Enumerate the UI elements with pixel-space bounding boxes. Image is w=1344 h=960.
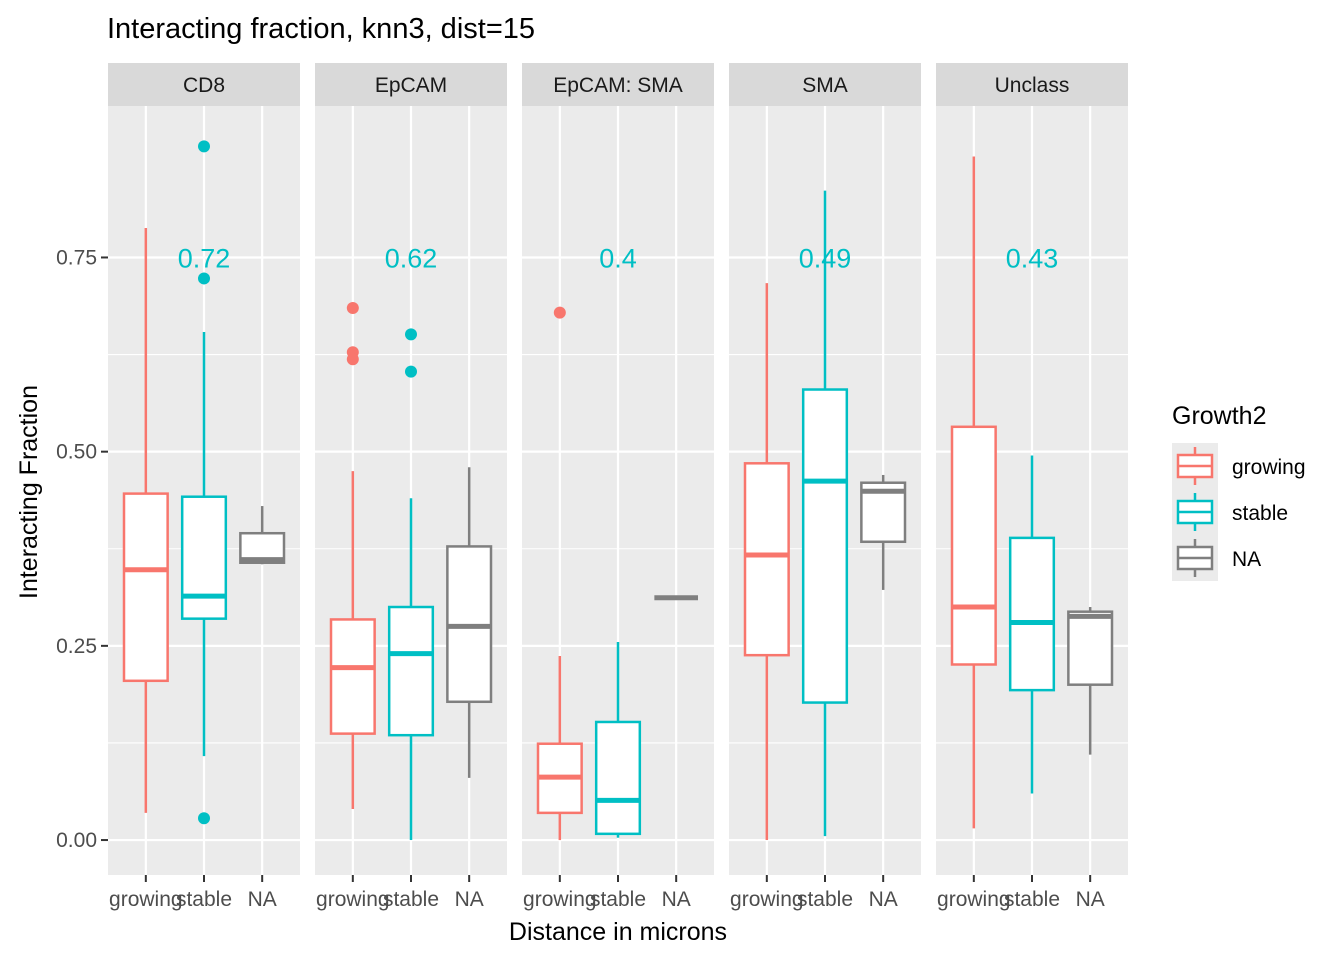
x-tick-label: stable bbox=[1004, 888, 1060, 911]
boxplot-stable bbox=[180, 140, 228, 825]
boxplot-stable bbox=[1008, 455, 1056, 794]
p-value-annotation: 0.62 bbox=[385, 243, 438, 273]
p-value-annotation: 0.72 bbox=[178, 243, 231, 273]
box-iqr bbox=[180, 495, 228, 620]
y-axis-label: Interacting Fraction bbox=[15, 385, 43, 599]
box-iqr bbox=[122, 492, 169, 683]
x-tick-label: stable bbox=[383, 888, 439, 911]
boxplot-growing bbox=[743, 283, 790, 841]
x-tick-label: growing bbox=[109, 888, 183, 911]
x-tick-label: NA bbox=[869, 888, 898, 911]
boxplot-stable bbox=[594, 641, 642, 838]
y-tick-label: 0.50 bbox=[56, 441, 97, 464]
boxplot-stable bbox=[387, 328, 435, 841]
outlier-point bbox=[198, 272, 210, 285]
outlier-point bbox=[346, 353, 359, 366]
legend-item-growing: growing bbox=[1172, 443, 1306, 489]
legend: Growth2 growing stable NA bbox=[1172, 402, 1306, 581]
box-iqr bbox=[329, 618, 376, 735]
x-tick-label: NA bbox=[662, 888, 691, 911]
box-iqr bbox=[594, 720, 642, 836]
p-value-annotation: 0.49 bbox=[799, 243, 852, 273]
x-tick-label: stable bbox=[590, 888, 646, 911]
facet-strip-label: Unclass bbox=[995, 74, 1070, 97]
legend-title: Growth2 bbox=[1172, 402, 1266, 430]
boxplot-growing bbox=[329, 301, 376, 809]
y-tick-label: 0.75 bbox=[56, 246, 97, 269]
boxplot-NA bbox=[860, 474, 907, 590]
facet-strip bbox=[522, 63, 714, 106]
legend-item-stable: stable bbox=[1172, 489, 1288, 535]
outlier-point bbox=[346, 301, 359, 314]
box-iqr bbox=[1008, 536, 1056, 692]
facet-strip bbox=[315, 63, 507, 106]
y-tick-label: 0.00 bbox=[56, 829, 97, 852]
outlier-point bbox=[405, 328, 417, 341]
facet-strip-label: EpCAM: SMA bbox=[553, 74, 683, 97]
box-iqr bbox=[387, 605, 435, 737]
box-iqr bbox=[801, 388, 849, 704]
x-tick-label: stable bbox=[176, 888, 232, 911]
outlier-point bbox=[198, 140, 210, 153]
outlier-point bbox=[553, 306, 566, 319]
facet-strip-label: EpCAM bbox=[375, 74, 447, 97]
boxplot-NA bbox=[446, 467, 493, 778]
boxplot-growing bbox=[950, 156, 997, 829]
legend-item-na: NA bbox=[1172, 535, 1261, 581]
x-tick-label: NA bbox=[248, 888, 277, 911]
x-tick-label: growing bbox=[316, 888, 390, 911]
y-axis: 0.00 0.25 0.50 0.75 bbox=[56, 246, 108, 852]
facet-strip-label: CD8 bbox=[183, 74, 225, 97]
x-tick-label: growing bbox=[730, 888, 804, 911]
x-tick-label: growing bbox=[523, 888, 597, 911]
x-tick-label: NA bbox=[1076, 888, 1105, 911]
box-iqr bbox=[743, 462, 790, 657]
facet-strip bbox=[936, 63, 1128, 106]
facet-strip bbox=[108, 63, 300, 106]
outlier-point bbox=[405, 365, 417, 378]
legend-label: growing bbox=[1232, 456, 1306, 479]
boxplot-growing bbox=[536, 306, 583, 841]
box-iqr bbox=[1067, 610, 1114, 686]
boxplot-NA bbox=[239, 506, 286, 565]
x-tick-label: growing bbox=[937, 888, 1011, 911]
facet-strip-label: SMA bbox=[802, 74, 848, 97]
chart-title: Interacting fraction, knn3, dist=15 bbox=[107, 13, 535, 45]
x-tick-label: stable bbox=[797, 888, 853, 911]
facet-strip bbox=[729, 63, 921, 106]
boxplot-NA bbox=[1067, 607, 1114, 755]
boxplot-growing bbox=[122, 227, 169, 813]
p-value-annotation: 0.43 bbox=[1006, 243, 1059, 273]
legend-label: stable bbox=[1232, 502, 1288, 525]
y-tick-label: 0.25 bbox=[56, 635, 97, 658]
x-tick-label: NA bbox=[455, 888, 484, 911]
p-value-annotation: 0.4 bbox=[599, 243, 637, 273]
box-iqr bbox=[950, 425, 997, 666]
boxplot-stable bbox=[801, 190, 849, 837]
outlier-point bbox=[198, 812, 210, 825]
legend-label: NA bbox=[1232, 548, 1261, 571]
x-axis-label: Distance in microns bbox=[509, 918, 727, 946]
